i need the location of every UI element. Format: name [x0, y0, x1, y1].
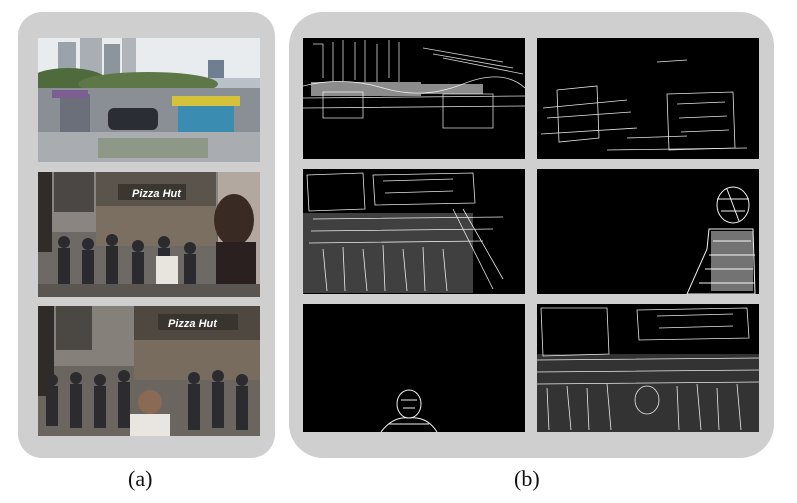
panel-a: Pizza Hut Pizza Hut [18, 12, 275, 458]
edge-map-street [303, 38, 525, 159]
motion-map-crowd-1 [537, 169, 759, 294]
caption-a: (a) [128, 466, 153, 491]
motion-map-street [537, 38, 759, 159]
photo-street-scene [38, 38, 260, 162]
motion-map-crowd-2 [303, 304, 525, 432]
pizza-hut-sign-2: Pizza Hut [168, 318, 218, 330]
panel-b [289, 12, 774, 458]
edge-map-crowd-1 [303, 169, 525, 294]
edge-map-crowd-2 [537, 304, 759, 432]
pizza-hut-sign-1: Pizza Hut [132, 188, 182, 200]
photo-crowd-scene-1: Pizza Hut [38, 172, 260, 297]
caption-b: (b) [514, 466, 540, 491]
photo-crowd-scene-2: Pizza Hut [38, 306, 260, 436]
